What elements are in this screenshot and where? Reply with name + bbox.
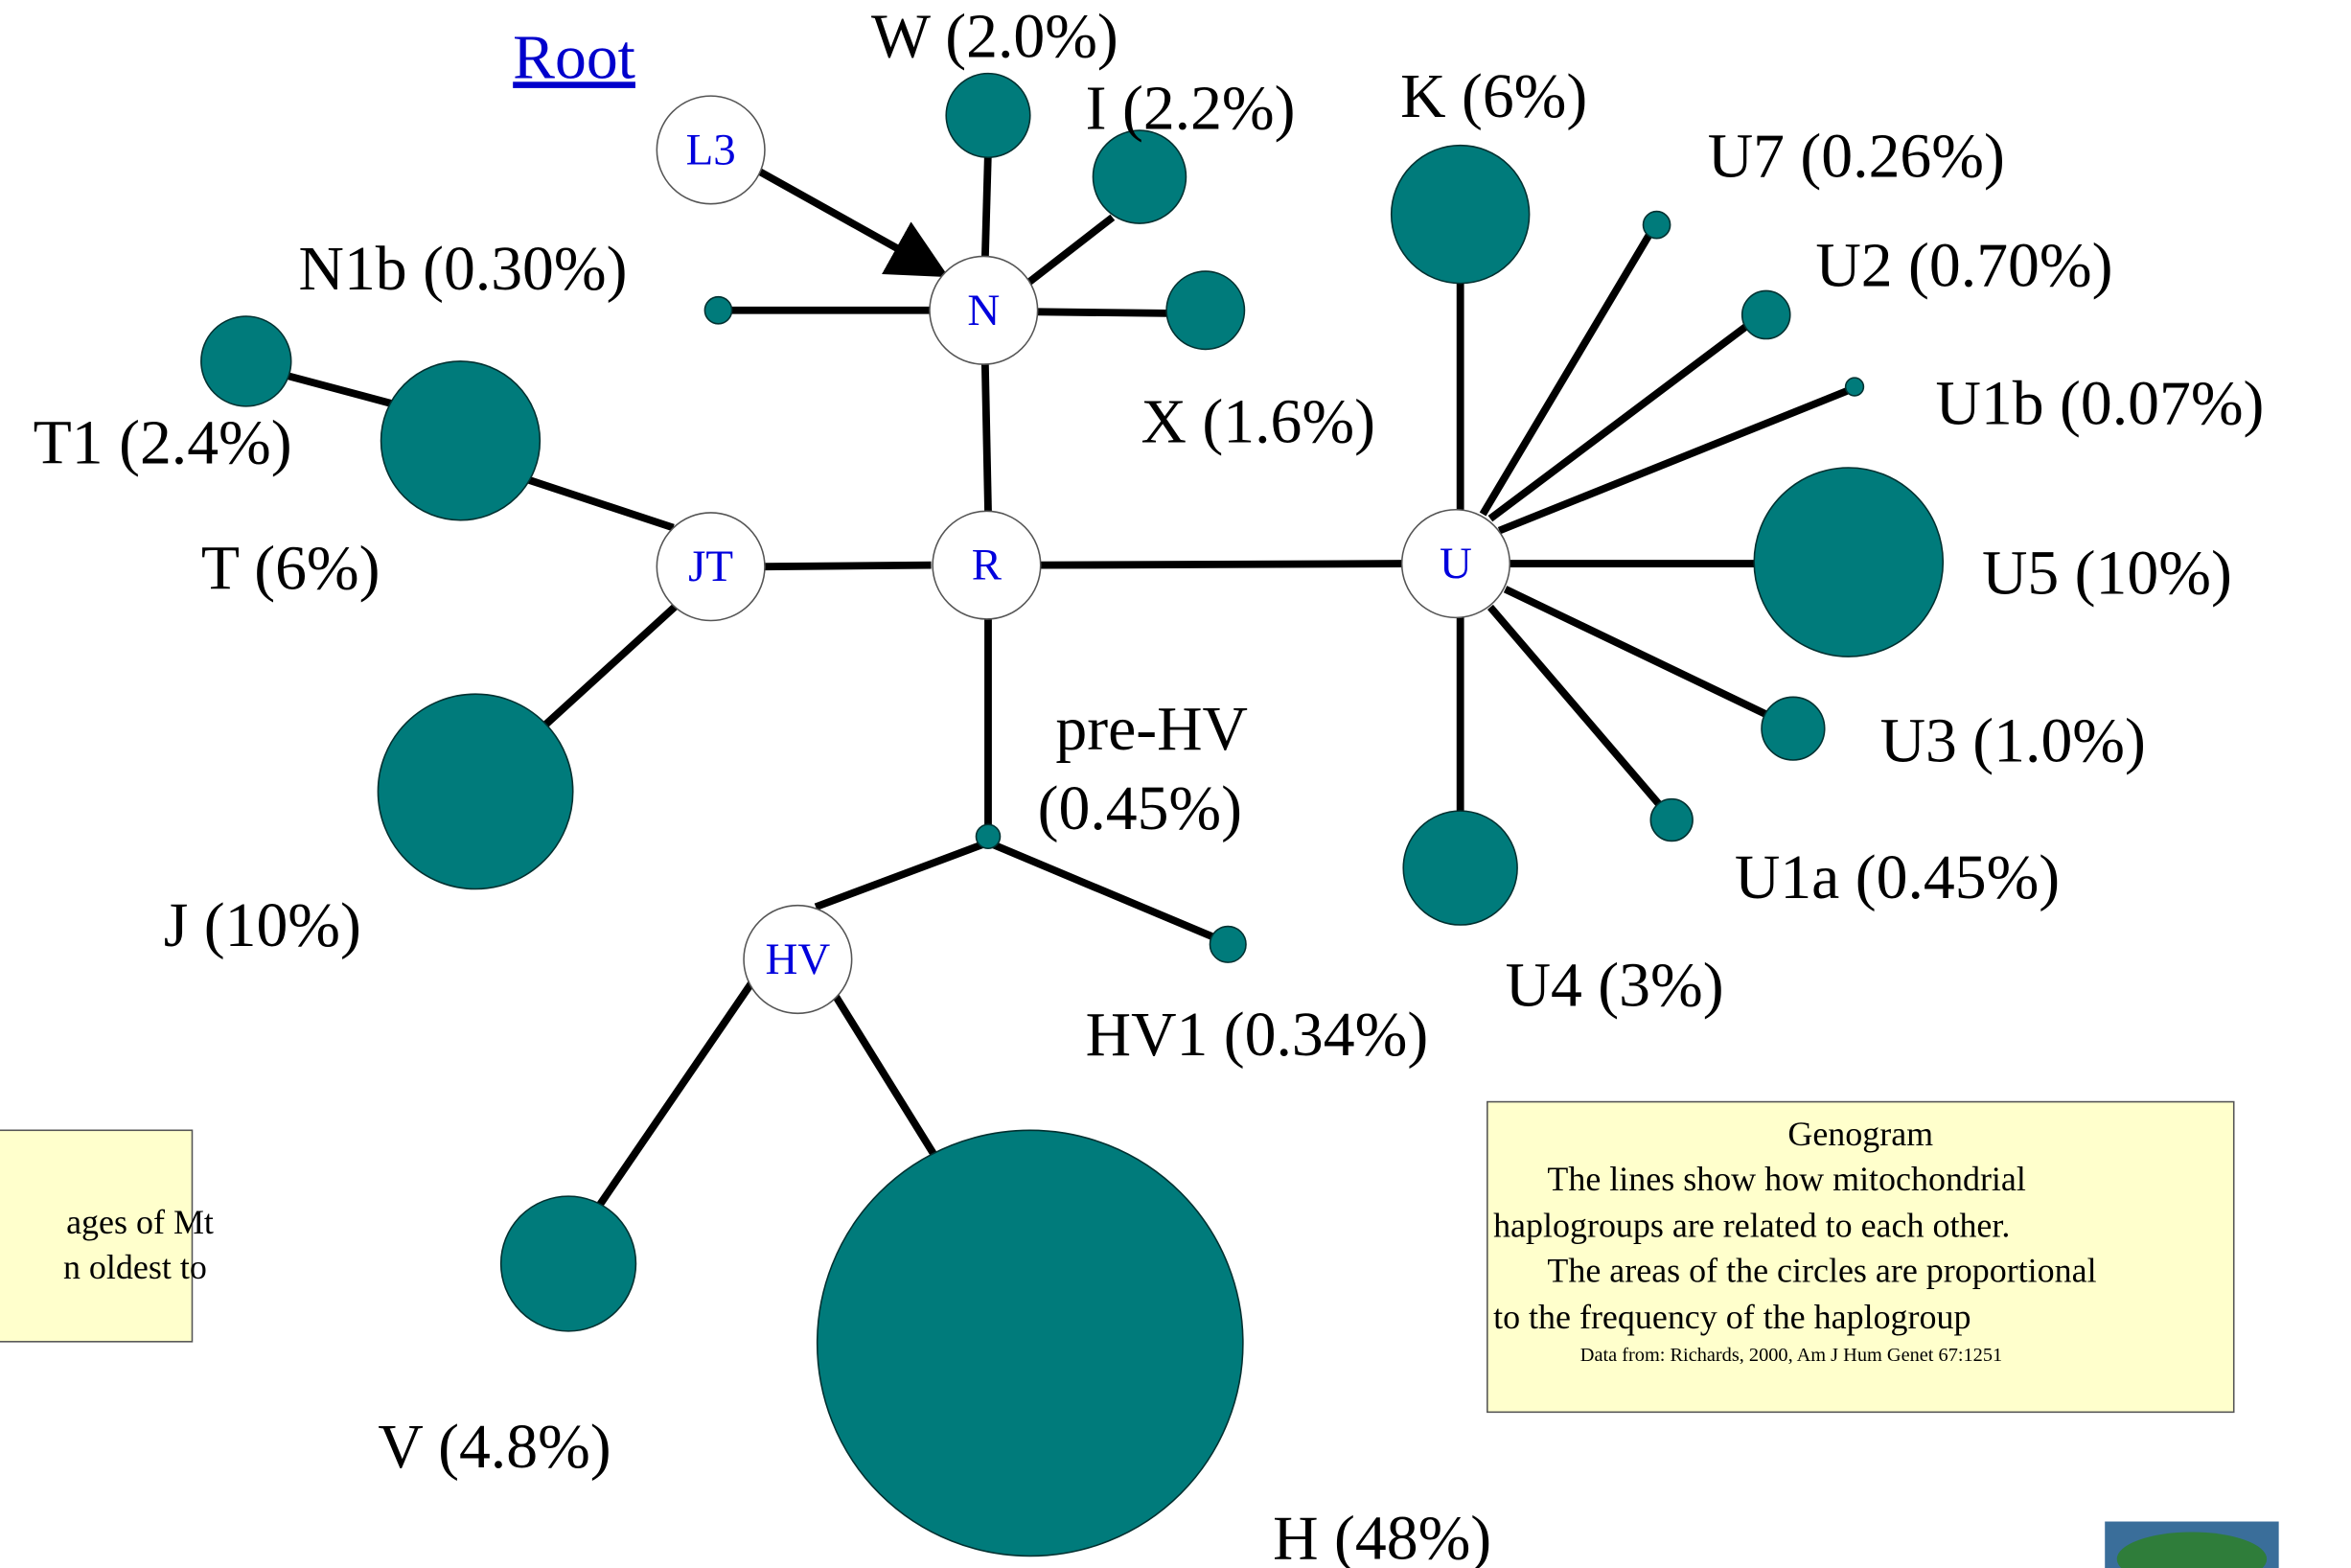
circle-u1b: [1844, 377, 1865, 397]
edge: [980, 363, 992, 512]
circle-u7: [1642, 210, 1671, 240]
edges: [282, 150, 1852, 1213]
edge: [986, 839, 1215, 941]
circle-u2: [1740, 289, 1791, 340]
legend-source: Data from: Richards, 2000, Am J Hum Gene…: [1580, 1345, 2002, 1366]
label: U1b (0.07%): [1935, 369, 2264, 439]
circle-k: [1390, 144, 1531, 285]
label: U7 (0.26%): [1708, 122, 2005, 192]
legend-rect: [1487, 1100, 2235, 1414]
node-u: [1400, 508, 1511, 619]
circle-t1: [200, 315, 292, 407]
label: V (4.8%): [378, 1412, 611, 1482]
node-label: L3: [686, 125, 736, 174]
haplogroup-circles: [200, 72, 1945, 1557]
label: U5 (10%): [1982, 538, 2232, 608]
side-note-line: ages of Mt: [66, 1203, 214, 1241]
edge: [980, 150, 992, 259]
circle-h: [816, 1129, 1244, 1557]
side-note-line: n oldest to: [63, 1248, 207, 1286]
legend-box: Genogram The lines show how mitochondria…: [1487, 1100, 2235, 1414]
edge: [764, 561, 932, 571]
legend-line: The lines show how mitochondrial: [1547, 1160, 2026, 1198]
label: H (48%): [1273, 1504, 1491, 1568]
label: J (10%): [164, 890, 361, 960]
edge: [1479, 230, 1654, 517]
node-jt: [656, 512, 766, 622]
node-label: HV: [765, 934, 830, 984]
node-n: [929, 255, 1039, 365]
circle-pre-hv: [975, 823, 1002, 850]
circle-i: [1092, 129, 1187, 224]
ancestral-nodes: L3 N R JT U HV: [656, 95, 1511, 1015]
node-label: JT: [688, 542, 733, 591]
circle-j: [377, 693, 574, 890]
legend-line: haplogroups are related to each other.: [1493, 1206, 2010, 1244]
node-l3: [656, 95, 766, 205]
legend-line: The areas of the circles are proportiona…: [1547, 1251, 2096, 1289]
label: W (2.0%): [871, 1, 1118, 71]
label: pre-HV: [1055, 694, 1248, 764]
label: U3 (1.0%): [1880, 706, 2146, 776]
circle-hv1: [1209, 925, 1247, 963]
logo-shape: [2116, 1532, 2268, 1568]
circle-v: [499, 1195, 637, 1332]
label: X (1.6%): [1141, 386, 1375, 456]
circle-n1b: [703, 295, 733, 325]
edge: [540, 601, 680, 730]
edge: [282, 371, 398, 409]
logo: [2105, 1521, 2279, 1568]
node-hv: [743, 904, 853, 1015]
label: T (6%): [201, 534, 380, 604]
node-label: N: [967, 286, 1000, 335]
side-note-box: [0, 1129, 194, 1343]
label: T1 (2.4%): [34, 407, 292, 477]
edge: [1023, 214, 1116, 288]
edge: [1497, 386, 1852, 535]
edge: [814, 839, 990, 911]
circle-u1a: [1649, 797, 1694, 842]
edge: [1487, 320, 1752, 522]
root-link[interactable]: Root: [513, 22, 635, 92]
label: U2 (0.70%): [1815, 231, 2112, 301]
legend-line: to the frequency of the haplogroup: [1493, 1298, 1971, 1336]
edge: [1503, 586, 1769, 719]
edge: [1487, 604, 1663, 808]
haplogroup-labels: W (2.0%) I (2.2%) K (6%) U7 (0.26%) N1b …: [34, 1, 2265, 1568]
label: U4 (3%): [1506, 950, 1724, 1020]
edge: [753, 166, 949, 278]
circle-u4: [1402, 810, 1518, 926]
label: N1b (0.30%): [299, 234, 628, 304]
label: U1a (0.45%): [1735, 842, 2060, 912]
node-r: [932, 510, 1042, 620]
edge: [591, 980, 755, 1213]
circle-x: [1165, 270, 1246, 351]
label: K (6%): [1400, 61, 1587, 131]
label: I (2.2%): [1086, 74, 1296, 144]
side-note: ages of Mt n oldest to: [0, 1129, 214, 1343]
node-label: R: [972, 541, 1003, 590]
circle-u3: [1761, 696, 1826, 761]
circle-t: [380, 360, 542, 521]
circle-w: [945, 72, 1031, 159]
edge: [1040, 560, 1404, 569]
legend-title: Genogram: [1787, 1115, 1933, 1153]
circle-u5: [1753, 467, 1945, 657]
node-label: U: [1440, 539, 1472, 588]
edge: [832, 993, 939, 1160]
label: HV1 (0.34%): [1086, 1000, 1429, 1070]
edge: [526, 475, 675, 532]
label: (0.45%): [1038, 773, 1242, 843]
edge: [1037, 308, 1168, 317]
